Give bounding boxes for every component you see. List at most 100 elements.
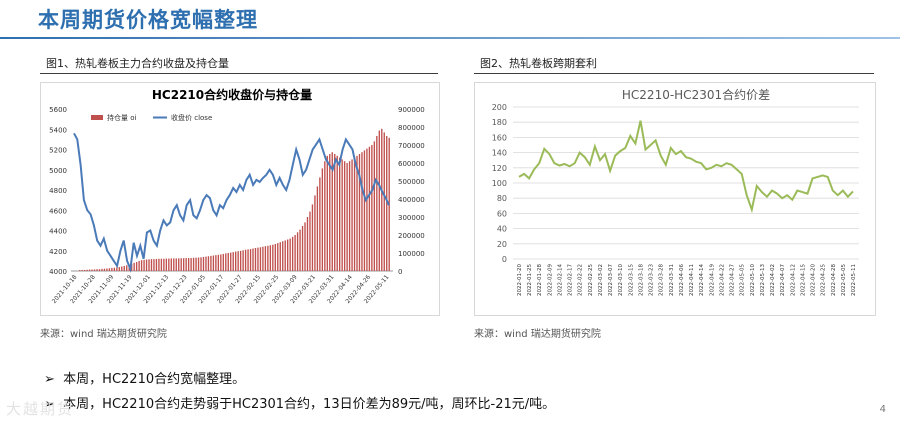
chart1-oi-bar (311, 204, 314, 271)
chart2-x-tick-label: 2022-04-28 (831, 264, 837, 296)
fig2-caption: 图2、热轧卷板跨期套利 (480, 57, 597, 70)
chart1-oi-bar (309, 211, 311, 271)
chart2-y-tick-label: 60 (497, 209, 507, 218)
chart2-x-tick-label: 2022-04-06 (679, 264, 685, 296)
chart1-oi-bar (121, 266, 123, 271)
chart2-x-tick-label: 2022-05-05 (841, 264, 847, 296)
page-number: 4 (879, 404, 886, 415)
chart1-oi-bar (200, 257, 202, 271)
chart1-oi-bar (180, 258, 182, 271)
chart1-left-tick-label: 4200 (49, 248, 67, 256)
chart1-oi-bar (239, 250, 242, 271)
chart2-title: HC2210-HC2301合约价差 (622, 87, 770, 102)
chart1-oi-bar (277, 243, 279, 271)
chart1-oi-bar (101, 268, 103, 271)
chart1-left-tick-label: 4600 (49, 207, 67, 215)
chart1-oi-bar (232, 252, 234, 271)
chart1-oi-bar (205, 256, 207, 271)
chart2-x-tick-label: 2022-03-07 (608, 264, 614, 296)
chart2-x-tick-label: 2022-05-13 (760, 264, 766, 296)
fig2-source: 来源：wind 瑞达期货研究院 (474, 329, 601, 340)
chart2-x-tick-label: 2022-04-11 (689, 264, 695, 296)
chart1-oi-bar (376, 136, 378, 271)
chart1-left-tick-label: 4000 (49, 268, 67, 276)
chart1-oi-bar (282, 241, 284, 271)
chart1-oi-bar (353, 157, 356, 271)
chart1-oi-bar (284, 240, 286, 271)
chart1-oi-bar (358, 154, 361, 271)
chart1-oi-bar (143, 259, 145, 271)
chart2-x-tick-label: 2022-04-12 (790, 264, 796, 296)
chart1-oi-bar (334, 154, 336, 271)
chart1-oi-bar (197, 257, 200, 271)
chart1-right-tick-label: 500000 (398, 178, 425, 186)
chart2-x-tick-label: 2022-03-15 (628, 264, 634, 296)
chart1-oi-bar (93, 269, 96, 271)
chart1-oi-bar (103, 268, 106, 271)
chart1-oi-bar (314, 195, 316, 271)
chart1-oi-bar (254, 247, 257, 271)
chart1-oi-bar (306, 217, 309, 271)
chart1-left-tick-label: 4800 (49, 187, 67, 195)
chart1-oi-bar (185, 258, 187, 271)
chart2-x-tick-label: 2022-03-23 (649, 264, 655, 296)
chart1-oi-bar (279, 242, 281, 271)
chart1-oi-bar (321, 168, 324, 271)
chart2-x-tick-label: 2022-01-25 (527, 264, 533, 296)
chart1-oi-bar (148, 259, 150, 271)
chart1-oi-bar (336, 155, 338, 271)
chart2-x-tick-label: 2022-05-05 (740, 264, 746, 296)
fig1-chart: HC2210合约收盘价与持仓量 4000 4200 4400 4600 4800 5000 5… (49, 87, 425, 305)
chart2-x-tick-label: 2022-03-02 (598, 264, 604, 296)
bullet-item: ➢ 本周，HC2210合约走势弱于HC2301合约，13日价差为89元/吨，周环… (44, 393, 555, 412)
chart1-oi-bar (257, 247, 259, 271)
chart1-oi-bar (210, 255, 212, 271)
chart1-right-tick-label: 100000 (398, 250, 425, 258)
chart1-oi-bar (331, 152, 333, 271)
chart1-right-tick-label: 400000 (398, 196, 425, 204)
chart1-oi-bar (381, 128, 383, 271)
chart1-oi-bar (252, 248, 254, 271)
chart1-oi-bar (158, 258, 160, 271)
chart1-oi-bar (368, 146, 371, 271)
fig1-chart-panel: HC2210合约收盘价与持仓量 4000 4200 4400 4600 4800 5000 5… (40, 82, 440, 316)
chart1-oi-bar (163, 258, 165, 271)
chart1-oi-bar (378, 130, 380, 271)
chart2-x-tick-label: 2022-04-14 (699, 264, 705, 296)
chart1-left-tick-label: 5000 (49, 167, 67, 175)
chart1-oi-bar (319, 177, 321, 271)
chart2-x-tick-label: 2022-04-02 (770, 264, 776, 296)
chart2-x-tick-label: 2022-02-22 (578, 264, 584, 296)
chart1-oi-bar (351, 159, 353, 271)
chart1-oi-bar (106, 268, 108, 271)
fig2-chart-panel: HC2210-HC2301合约价差 0 20 40 60 80 100 120 140 160 18… (474, 82, 876, 316)
chart1-oi-bar (170, 258, 172, 271)
chart1-oi-bar (296, 232, 299, 271)
chart2-x-tick-label: 2022-05-11 (851, 264, 857, 296)
chart1-oi-bar (175, 258, 177, 271)
chart2-y-tick-label: 200 (492, 103, 507, 112)
chart1-oi-bar (187, 258, 190, 271)
chart2-y-tick-label: 160 (492, 133, 507, 142)
chart1-oi-bar (316, 186, 319, 271)
chart1-oi-bar (383, 132, 385, 271)
chart1-right-tick-label: 600000 (398, 160, 425, 168)
chart1-oi-bar (111, 267, 113, 271)
chart1-oi-bar (168, 258, 170, 271)
chart1-oi-bar (79, 270, 81, 271)
chart1-oi-bar (269, 245, 272, 271)
fig1-source: 来源：wind 瑞达期货研究院 (40, 329, 167, 340)
chart1-oi-bar (289, 238, 291, 271)
chart1-oi-bar (108, 268, 111, 271)
chart1-oi-bar (183, 258, 185, 271)
chart1-oi-bar (212, 255, 215, 271)
chart1-oi-bar (81, 269, 83, 271)
chart2-x-tick-label: 2022-05-10 (750, 264, 756, 296)
chart1-oi-bar (259, 247, 262, 271)
chart1-oi-bar (341, 159, 343, 271)
chart1-legend-oi-swatch (91, 115, 103, 120)
bullet-text: 本周，HC2210合约走势弱于HC2301合约，13日价差为89元/吨，周环比-… (63, 397, 556, 412)
chart1-title: HC2210合约收盘价与持仓量 (152, 87, 312, 102)
chart2-y-tick-label: 80 (497, 194, 507, 203)
chart1-oi-bar (118, 267, 120, 271)
